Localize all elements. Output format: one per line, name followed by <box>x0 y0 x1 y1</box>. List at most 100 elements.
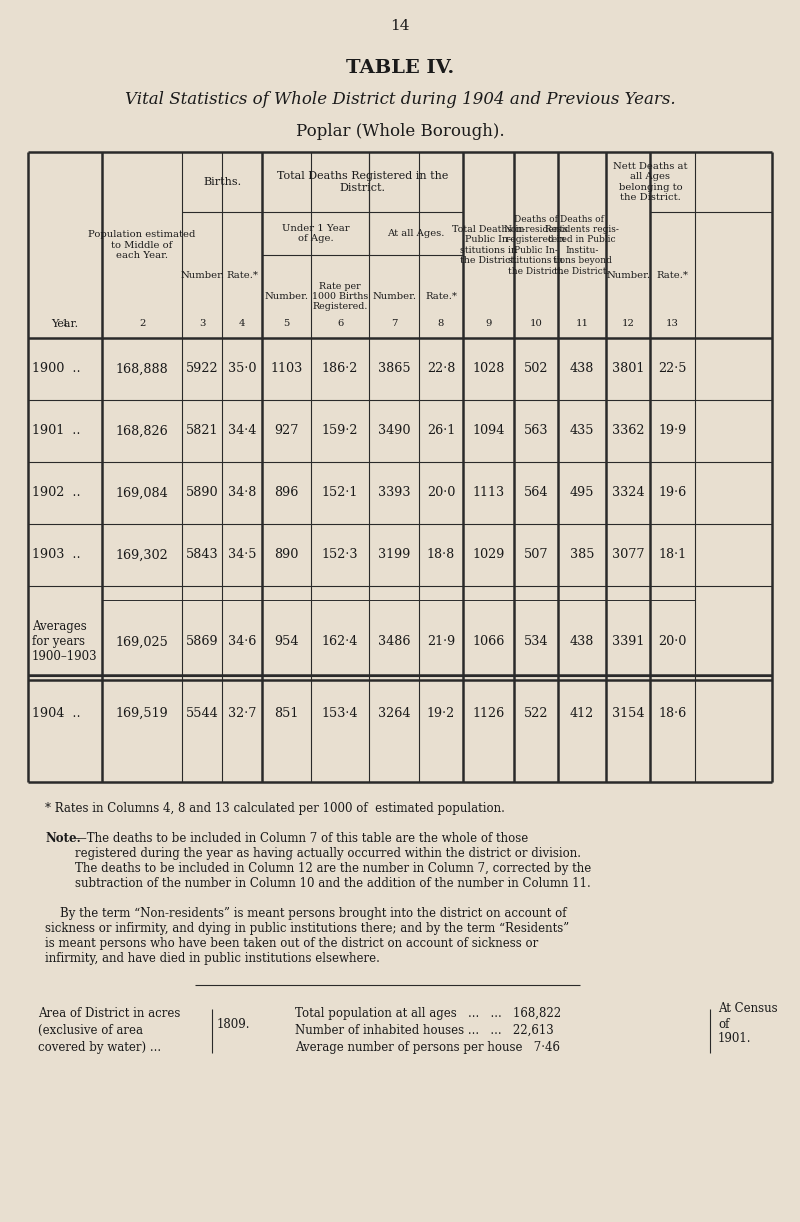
Text: Number.: Number. <box>265 292 309 301</box>
Text: 1126: 1126 <box>472 708 505 720</box>
Text: 8: 8 <box>438 319 444 329</box>
Text: 851: 851 <box>274 708 298 720</box>
Text: 186·2: 186·2 <box>322 363 358 375</box>
Text: 2: 2 <box>139 319 145 329</box>
Text: —The deaths to be included in Column 7 of this table are the whole of those
regi: —The deaths to be included in Column 7 o… <box>75 832 591 890</box>
Text: 1028: 1028 <box>472 363 505 375</box>
Text: Total Deaths Registered in the
District.: Total Deaths Registered in the District. <box>277 171 448 193</box>
Text: 20·0: 20·0 <box>427 486 455 500</box>
Text: 3199: 3199 <box>378 549 410 561</box>
Text: 3362: 3362 <box>612 424 644 437</box>
Text: 3077: 3077 <box>612 549 644 561</box>
Text: 5922: 5922 <box>186 363 218 375</box>
Text: 927: 927 <box>274 424 298 437</box>
Text: 507: 507 <box>524 549 548 561</box>
Text: 438: 438 <box>570 363 594 375</box>
Text: Births.: Births. <box>203 177 241 187</box>
Text: 5821: 5821 <box>186 424 218 437</box>
Text: 5843: 5843 <box>186 549 218 561</box>
Text: At all Ages.: At all Ages. <box>387 229 445 238</box>
Text: 5544: 5544 <box>186 708 218 720</box>
Text: Poplar (Whole Borough).: Poplar (Whole Borough). <box>296 123 504 141</box>
Text: 169,084: 169,084 <box>116 486 168 500</box>
Text: 3393: 3393 <box>378 486 410 500</box>
Text: 32·7: 32·7 <box>228 708 256 720</box>
Text: 19·6: 19·6 <box>658 486 686 500</box>
Text: 412: 412 <box>570 708 594 720</box>
Text: 10: 10 <box>530 319 542 329</box>
Text: 22·5: 22·5 <box>658 363 686 375</box>
Text: 18·6: 18·6 <box>658 708 686 720</box>
Text: 522: 522 <box>524 708 548 720</box>
Text: 5869: 5869 <box>186 635 218 649</box>
Text: Rate.*: Rate.* <box>657 270 689 280</box>
Text: 6: 6 <box>337 319 343 329</box>
Text: 168,826: 168,826 <box>116 424 168 437</box>
Text: 5890: 5890 <box>186 486 218 500</box>
Text: 1903  ..: 1903 .. <box>32 549 81 561</box>
Text: Deaths of
Non-residents
registered in
Public In-
stitutions in
the District.: Deaths of Non-residents registered in Pu… <box>503 215 569 275</box>
Text: By the term “Non-residents” is meant persons brought into the district on accoun: By the term “Non-residents” is meant per… <box>45 907 570 965</box>
Text: At Census
of
1901.: At Census of 1901. <box>718 1002 778 1046</box>
Text: covered by water) ...: covered by water) ... <box>38 1041 161 1055</box>
Text: 495: 495 <box>570 486 594 500</box>
Text: 3490: 3490 <box>378 424 410 437</box>
Text: Total population at all ages   ...   ...   168,822: Total population at all ages ... ... 168… <box>295 1007 561 1020</box>
Text: Averages
for years
1900–1903: Averages for years 1900–1903 <box>32 621 98 664</box>
Text: Year.: Year. <box>51 319 78 329</box>
Text: Deaths of
Residents regis-
tered in Public
Institu-
tions beyond
the District.: Deaths of Residents regis- tered in Publ… <box>545 215 619 275</box>
Text: 1103: 1103 <box>270 363 302 375</box>
Text: Rate per
1000 Births
Registered.: Rate per 1000 Births Registered. <box>312 281 368 312</box>
Text: 385: 385 <box>570 549 594 561</box>
Text: 3486: 3486 <box>378 635 410 649</box>
Text: 7: 7 <box>391 319 397 329</box>
Text: 3154: 3154 <box>612 708 644 720</box>
Text: 18·8: 18·8 <box>427 549 455 561</box>
Text: 9: 9 <box>486 319 492 329</box>
Text: 438: 438 <box>570 635 594 649</box>
Text: Number.: Number. <box>606 270 650 280</box>
Text: 34·6: 34·6 <box>228 635 256 649</box>
Text: 12: 12 <box>622 319 634 329</box>
Text: (exclusive of area: (exclusive of area <box>38 1024 143 1037</box>
Text: 162·4: 162·4 <box>322 635 358 649</box>
Text: 26·1: 26·1 <box>427 424 455 437</box>
Text: 169,519: 169,519 <box>116 708 168 720</box>
Text: 502: 502 <box>524 363 548 375</box>
Text: 19·2: 19·2 <box>427 708 455 720</box>
Text: Average number of persons per house   7·46: Average number of persons per house 7·46 <box>295 1041 560 1055</box>
Text: Total Deaths in
Public In-
stitutions in
the District.: Total Deaths in Public In- stitutions in… <box>452 225 525 265</box>
Text: Note.: Note. <box>45 832 81 844</box>
Text: Number of inhabited houses ...   ...   22,613: Number of inhabited houses ... ... 22,61… <box>295 1024 554 1037</box>
Text: 890: 890 <box>274 549 298 561</box>
Text: 152·3: 152·3 <box>322 549 358 561</box>
Text: 19·9: 19·9 <box>658 424 686 437</box>
Text: 169,302: 169,302 <box>116 549 168 561</box>
Text: TABLE IV.: TABLE IV. <box>346 59 454 77</box>
Text: 159·2: 159·2 <box>322 424 358 437</box>
Text: 22·8: 22·8 <box>427 363 455 375</box>
Text: 169,025: 169,025 <box>115 635 169 649</box>
Text: 1: 1 <box>62 319 68 329</box>
Text: 14: 14 <box>390 20 410 33</box>
Text: 3: 3 <box>199 319 205 329</box>
Text: 3324: 3324 <box>612 486 644 500</box>
Text: Nett Deaths at
all Ages
belonging to
the District.: Nett Deaths at all Ages belonging to the… <box>614 161 688 202</box>
Text: Rate.*: Rate.* <box>226 270 258 280</box>
Text: 168,888: 168,888 <box>116 363 168 375</box>
Text: 1901  ..: 1901 .. <box>32 424 81 437</box>
Text: Population estimated
to Middle of
each Year.: Population estimated to Middle of each Y… <box>88 230 196 260</box>
Text: 34·5: 34·5 <box>228 549 256 561</box>
Text: 3865: 3865 <box>378 363 410 375</box>
Text: 1900  ..: 1900 .. <box>32 363 81 375</box>
Text: 18·1: 18·1 <box>658 549 686 561</box>
Text: 5: 5 <box>283 319 290 329</box>
Text: Number.: Number. <box>180 270 224 280</box>
Text: 34·4: 34·4 <box>228 424 256 437</box>
Text: 1066: 1066 <box>472 635 505 649</box>
Text: 1904  ..: 1904 .. <box>32 708 81 720</box>
Text: Number.: Number. <box>372 292 416 301</box>
Text: 11: 11 <box>575 319 589 329</box>
Text: Vital Statistics of Whole District during 1904 and Previous Years.: Vital Statistics of Whole District durin… <box>125 92 675 109</box>
Text: 152·1: 152·1 <box>322 486 358 500</box>
